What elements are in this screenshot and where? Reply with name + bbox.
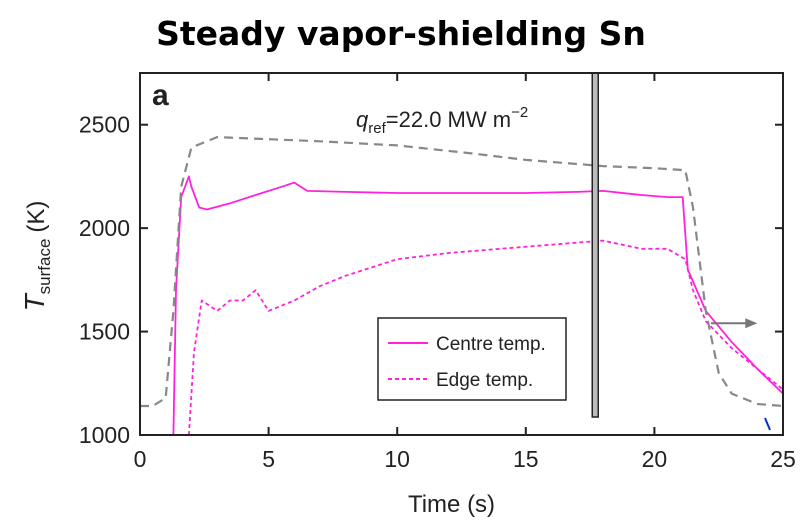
labels-layer: 0 5 10 15 20 25 1000 1500 2000 2500 Time (s) Tsurfa… — [19, 79, 796, 518]
x-tick-label: 5 — [262, 446, 275, 472]
y-axis-title-sub: surface — [35, 239, 54, 295]
y-axis-title-main: T — [19, 292, 50, 311]
x-tick-label: 10 — [384, 446, 410, 472]
legend: Centre temp. Edge temp. — [377, 317, 567, 401]
plot-frame — [139, 72, 784, 436]
series-line-1 — [188, 239, 784, 436]
panel-label: a — [152, 79, 169, 112]
x-tick-label: 0 — [134, 446, 147, 472]
blue-mark — [764, 417, 771, 431]
annotation-qref: qref=22.0 MW m−2 — [356, 104, 528, 137]
vertical-marker — [591, 72, 599, 418]
axes-layer — [139, 72, 784, 436]
page-title: Steady vapor-shielding Sn — [156, 14, 646, 53]
y-tick-label: 1000 — [79, 422, 130, 448]
legend-box — [377, 317, 567, 401]
arrow-head — [745, 318, 758, 329]
y-tick-label: 1500 — [79, 319, 130, 345]
y-axis-title: Tsurface (K) — [19, 201, 54, 312]
series-line-0 — [172, 175, 784, 436]
y-tick-label: 2500 — [79, 112, 130, 138]
legend-label: Edge temp. — [436, 370, 533, 391]
y-tick-label: 2000 — [79, 215, 130, 241]
series-line-2 — [140, 136, 784, 408]
x-tick-label: 25 — [770, 446, 796, 472]
legend-label: Centre temp. — [436, 334, 546, 355]
x-axis-title: Time (s) — [408, 491, 495, 518]
x-tick-label: 20 — [642, 446, 668, 472]
plot-layer — [140, 72, 784, 436]
x-tick-label: 15 — [513, 446, 539, 472]
y-axis-title-unit: (K) — [23, 201, 50, 233]
